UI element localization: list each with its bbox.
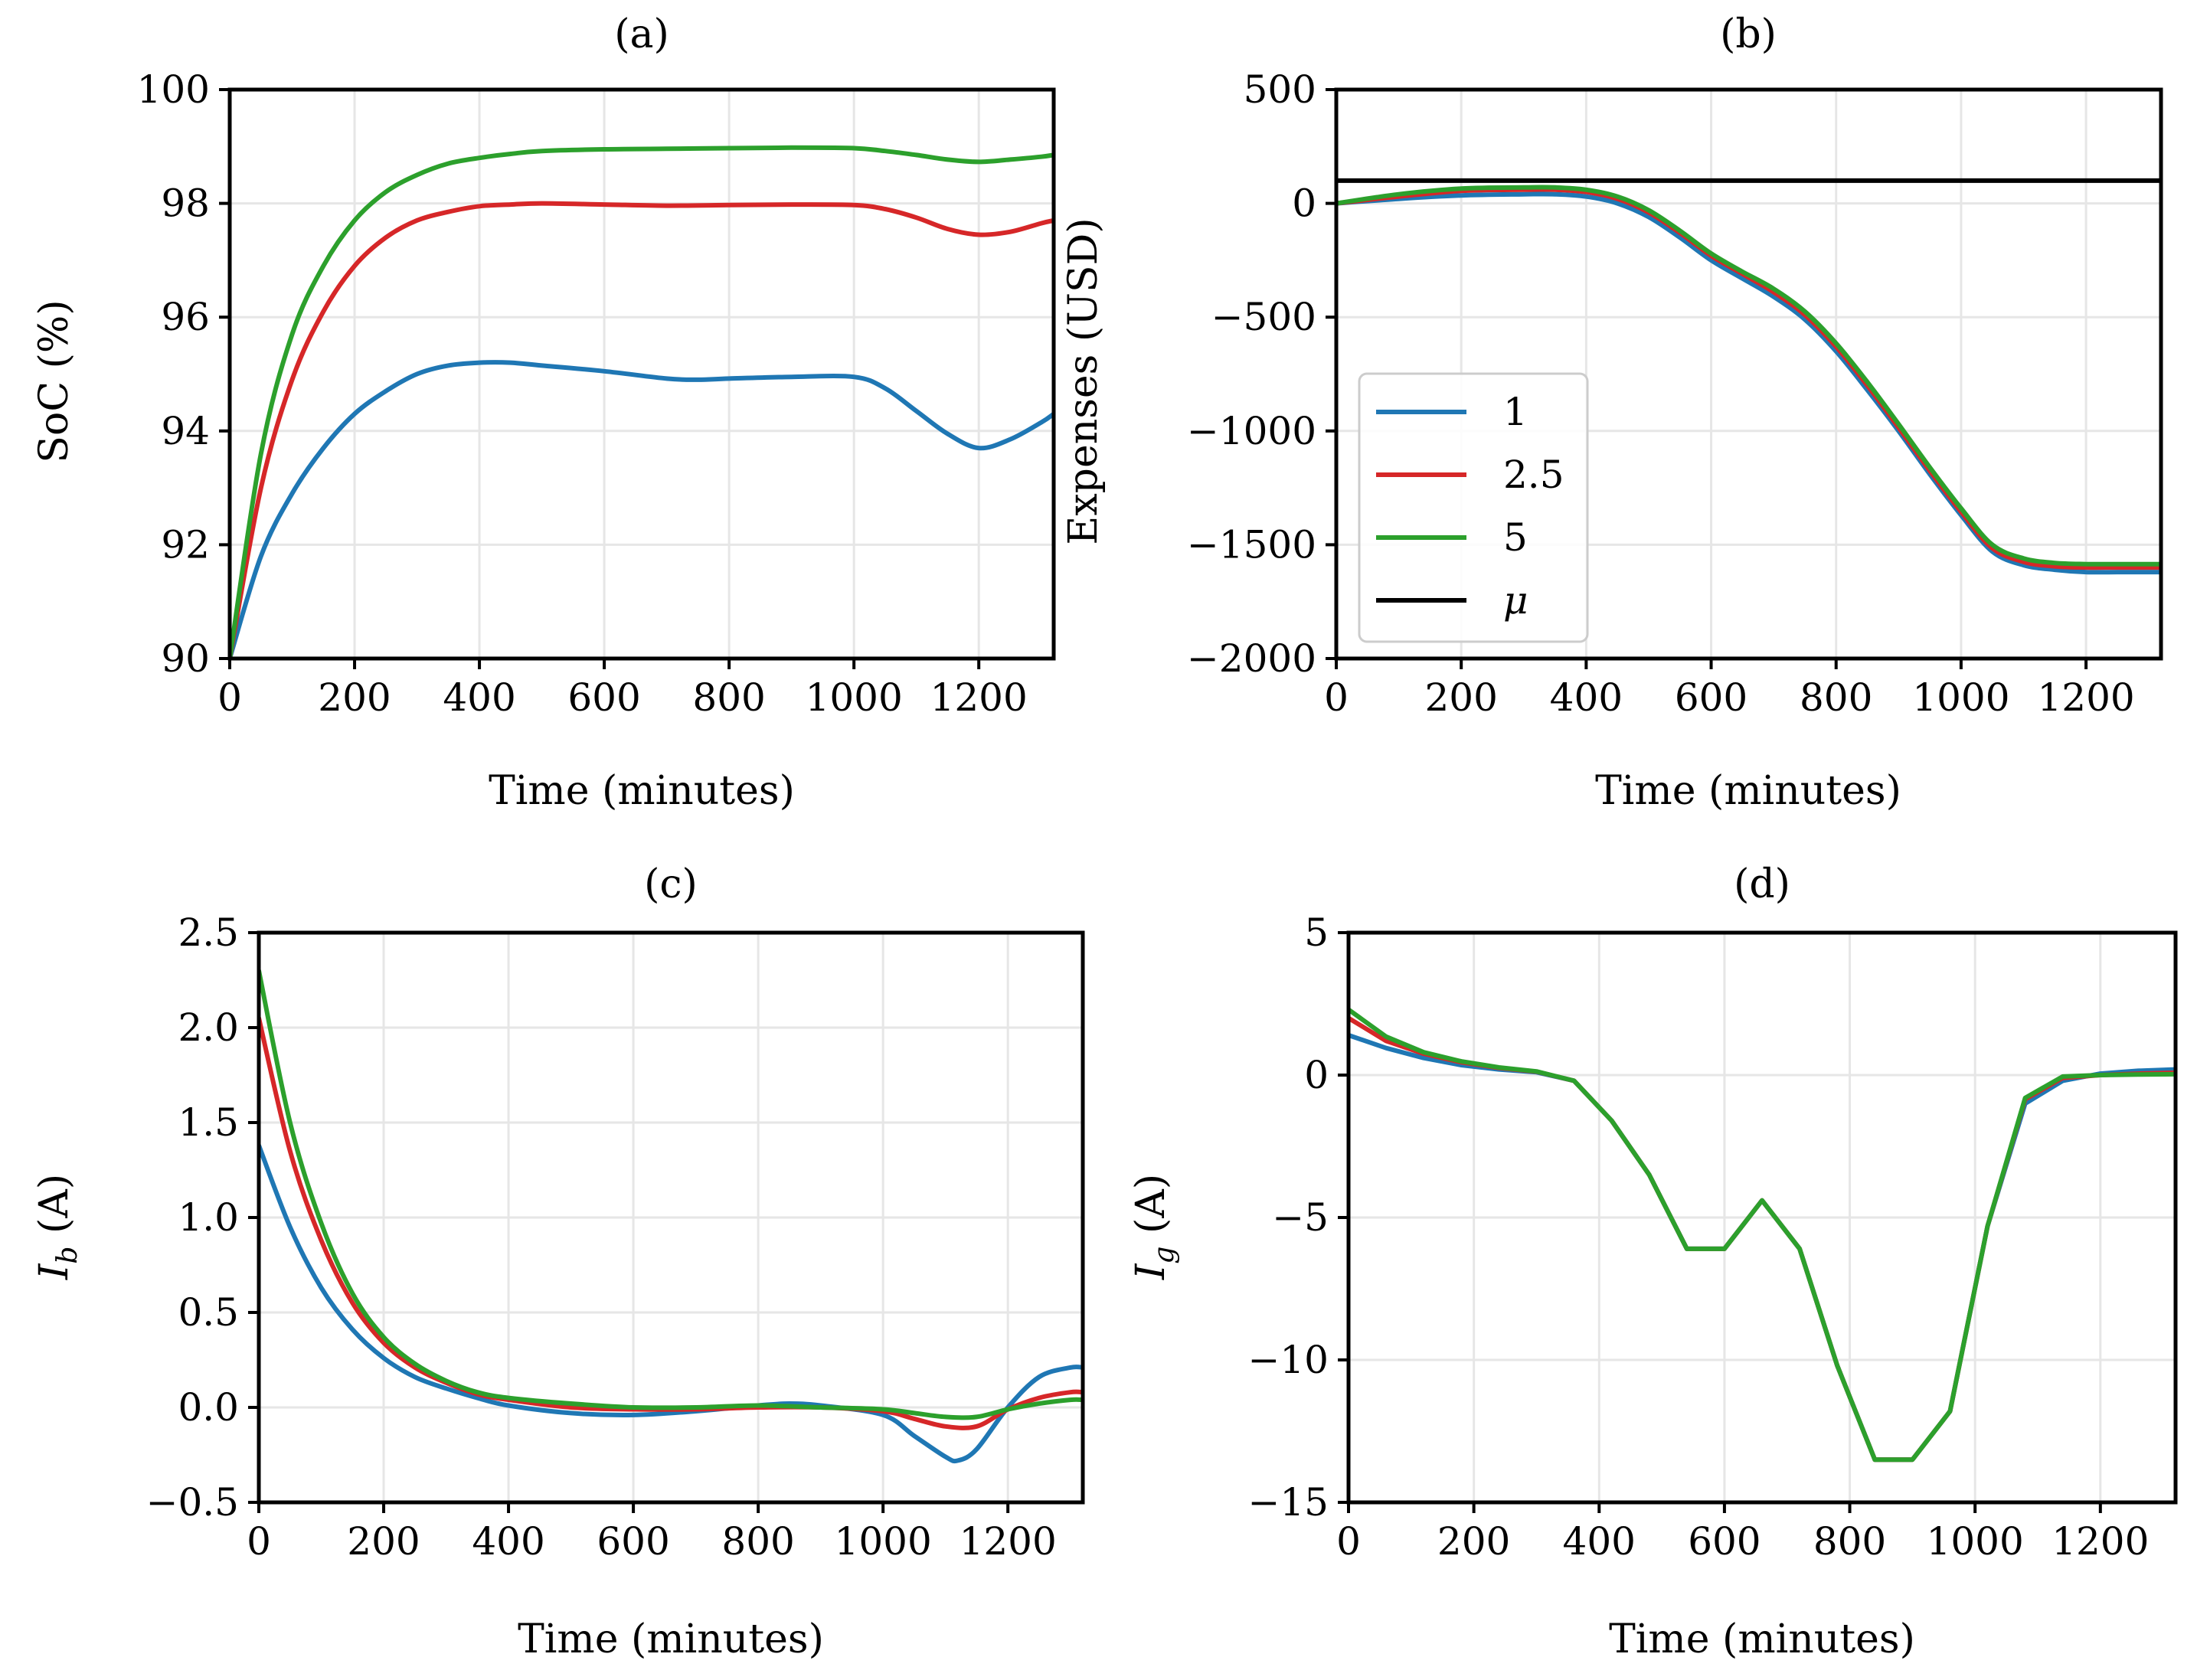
y-tick-label-d: −15 xyxy=(1247,1480,1329,1525)
panel-c-ylabel: Ib (A) xyxy=(31,1174,83,1280)
plot-c: 0 200 400 600 800 1000 1200 −0.5 0.0 0.5 1.0 1.5 2.0… xyxy=(146,910,1085,1564)
x-tick-label-d: 600 xyxy=(1688,1519,1761,1564)
panel-b-title: (b) xyxy=(1720,11,1777,57)
series-line-c-5 xyxy=(259,968,1083,1420)
panel-d-xlabel: Time (minutes) xyxy=(1609,1616,1915,1662)
panel-a-title: (a) xyxy=(614,11,669,57)
series-line-b-1 xyxy=(1336,191,2161,575)
y-tick-label-b: 500 xyxy=(1244,67,1316,112)
panel-b: (b) Expenses (USD) Time (minutes) xyxy=(1061,11,1901,814)
y-tick-label-c: 0.5 xyxy=(178,1290,239,1335)
y-tick-label-a: 98 xyxy=(161,181,210,226)
x-tick-label-c: 0 xyxy=(247,1519,271,1564)
x-tick-label-b: 1000 xyxy=(1912,675,2009,720)
y-tick-label-c: 0.0 xyxy=(178,1385,239,1430)
legend-label: 5 xyxy=(1503,515,1528,560)
y-tick-label-d: −10 xyxy=(1247,1338,1329,1382)
x-tick-label-d: 200 xyxy=(1437,1519,1510,1564)
series-line-a-2.5 xyxy=(230,201,1054,659)
y-tick-label-d: 5 xyxy=(1304,910,1329,955)
x-tick-label-c: 1000 xyxy=(835,1519,932,1564)
panel-a-xlabel: Time (minutes) xyxy=(489,768,795,814)
legend-label: μ xyxy=(1503,578,1528,623)
series-line-a-1 xyxy=(230,360,1054,659)
y-tick-label-d: 0 xyxy=(1304,1053,1329,1097)
plot-d: 0 200 400 600 800 1000 1200 −15 −10 −5 0 5 xyxy=(1247,910,2178,1564)
x-tick-label-b: 600 xyxy=(1675,675,1747,720)
panel-a: (a) SoC (%) Time (minutes) xyxy=(31,11,795,814)
x-tick-label-c: 400 xyxy=(472,1519,544,1564)
x-tick-label-c: 600 xyxy=(597,1519,669,1564)
y-tick-label-a: 92 xyxy=(161,522,210,567)
y-tick-label-a: 90 xyxy=(161,636,210,681)
series-line-b-5 xyxy=(1336,185,2161,567)
x-tick-label-d: 800 xyxy=(1813,1519,1886,1564)
y-tick-label-a: 94 xyxy=(161,409,210,453)
series-group-c xyxy=(259,968,1083,1464)
axes-frame-a xyxy=(227,87,1056,661)
legend-label: 2.5 xyxy=(1503,453,1564,497)
x-tick-label-b: 1200 xyxy=(2037,675,2134,720)
legend-label: 1 xyxy=(1503,390,1528,434)
x-tick-label-d: 1200 xyxy=(2052,1519,2149,1564)
series-group-d xyxy=(1349,1007,2176,1463)
x-tick-label-b: 800 xyxy=(1800,675,1872,720)
x-tick-label-b: 0 xyxy=(1324,675,1349,720)
x-tick-label-c: 200 xyxy=(347,1519,420,1564)
x-tick-label-c: 800 xyxy=(721,1519,794,1564)
y-tick-label-a: 96 xyxy=(161,295,210,339)
x-tick-label-a: 800 xyxy=(692,675,765,720)
axes-frame-b xyxy=(1334,87,2163,661)
panel-c: (c) Ib (A) Time (minutes) xyxy=(31,861,824,1662)
panel-b-xlabel: Time (minutes) xyxy=(1595,768,1901,814)
panel-a-ylabel: SoC (%) xyxy=(31,299,77,462)
series-line-a-5 xyxy=(230,145,1054,659)
x-tick-label-a: 200 xyxy=(318,675,391,720)
y-tick-label-c: 2.5 xyxy=(178,910,239,955)
x-tick-label-a: 0 xyxy=(217,675,242,720)
y-tick-label-b: 0 xyxy=(1292,181,1316,226)
y-tick-label-b: −1000 xyxy=(1187,409,1316,453)
x-tick-label-a: 1000 xyxy=(806,675,903,720)
x-tick-label-a: 400 xyxy=(443,675,515,720)
y-tick-label-b: −2000 xyxy=(1187,636,1316,681)
panel-d-ylabel: Ig (A) xyxy=(1128,1174,1180,1280)
x-tick-label-a: 1200 xyxy=(930,675,1028,720)
x-tick-label-d: 400 xyxy=(1563,1519,1636,1564)
y-tick-label-d: −5 xyxy=(1272,1195,1329,1240)
series-line-d-5 xyxy=(1349,1007,2176,1463)
panel-c-title: (c) xyxy=(644,861,698,907)
legend-box xyxy=(1358,372,1589,643)
panel-d-title: (d) xyxy=(1734,861,1790,907)
x-tick-label-b: 400 xyxy=(1550,675,1623,720)
y-tick-label-c: 1.5 xyxy=(178,1100,239,1145)
x-tick-label-d: 0 xyxy=(1336,1519,1361,1564)
y-tick-label-c: 2.0 xyxy=(178,1005,239,1050)
plot-a: 0 200 400 600 800 1000 1200 90 92 94 96 98 100 xyxy=(137,67,1056,720)
series-group-a xyxy=(230,145,1054,659)
y-tick-label-b: −500 xyxy=(1211,295,1316,339)
x-tick-label-d: 1000 xyxy=(1927,1519,2024,1564)
panel-b-ylabel: Expenses (USD) xyxy=(1061,217,1107,544)
y-tick-label-b: −1500 xyxy=(1187,522,1316,567)
plot-b: 0 200 400 600 800 1000 1200 −2000 −1500 −1000 −500… xyxy=(1187,67,2163,720)
legend-b: 1 2.5 5 μ xyxy=(1358,372,1589,643)
y-tick-label-a: 100 xyxy=(137,67,210,112)
panel-d: (d) Ig (A) Time (minutes) xyxy=(1128,861,1915,1662)
x-tick-label-c: 1200 xyxy=(960,1519,1057,1564)
series-group-b xyxy=(1336,178,2161,575)
y-tick-label-c: −0.5 xyxy=(146,1480,239,1525)
panel-c-xlabel: Time (minutes) xyxy=(518,1616,824,1662)
x-tick-label-a: 600 xyxy=(567,675,640,720)
y-tick-label-c: 1.0 xyxy=(178,1195,239,1240)
x-tick-label-b: 200 xyxy=(1424,675,1497,720)
